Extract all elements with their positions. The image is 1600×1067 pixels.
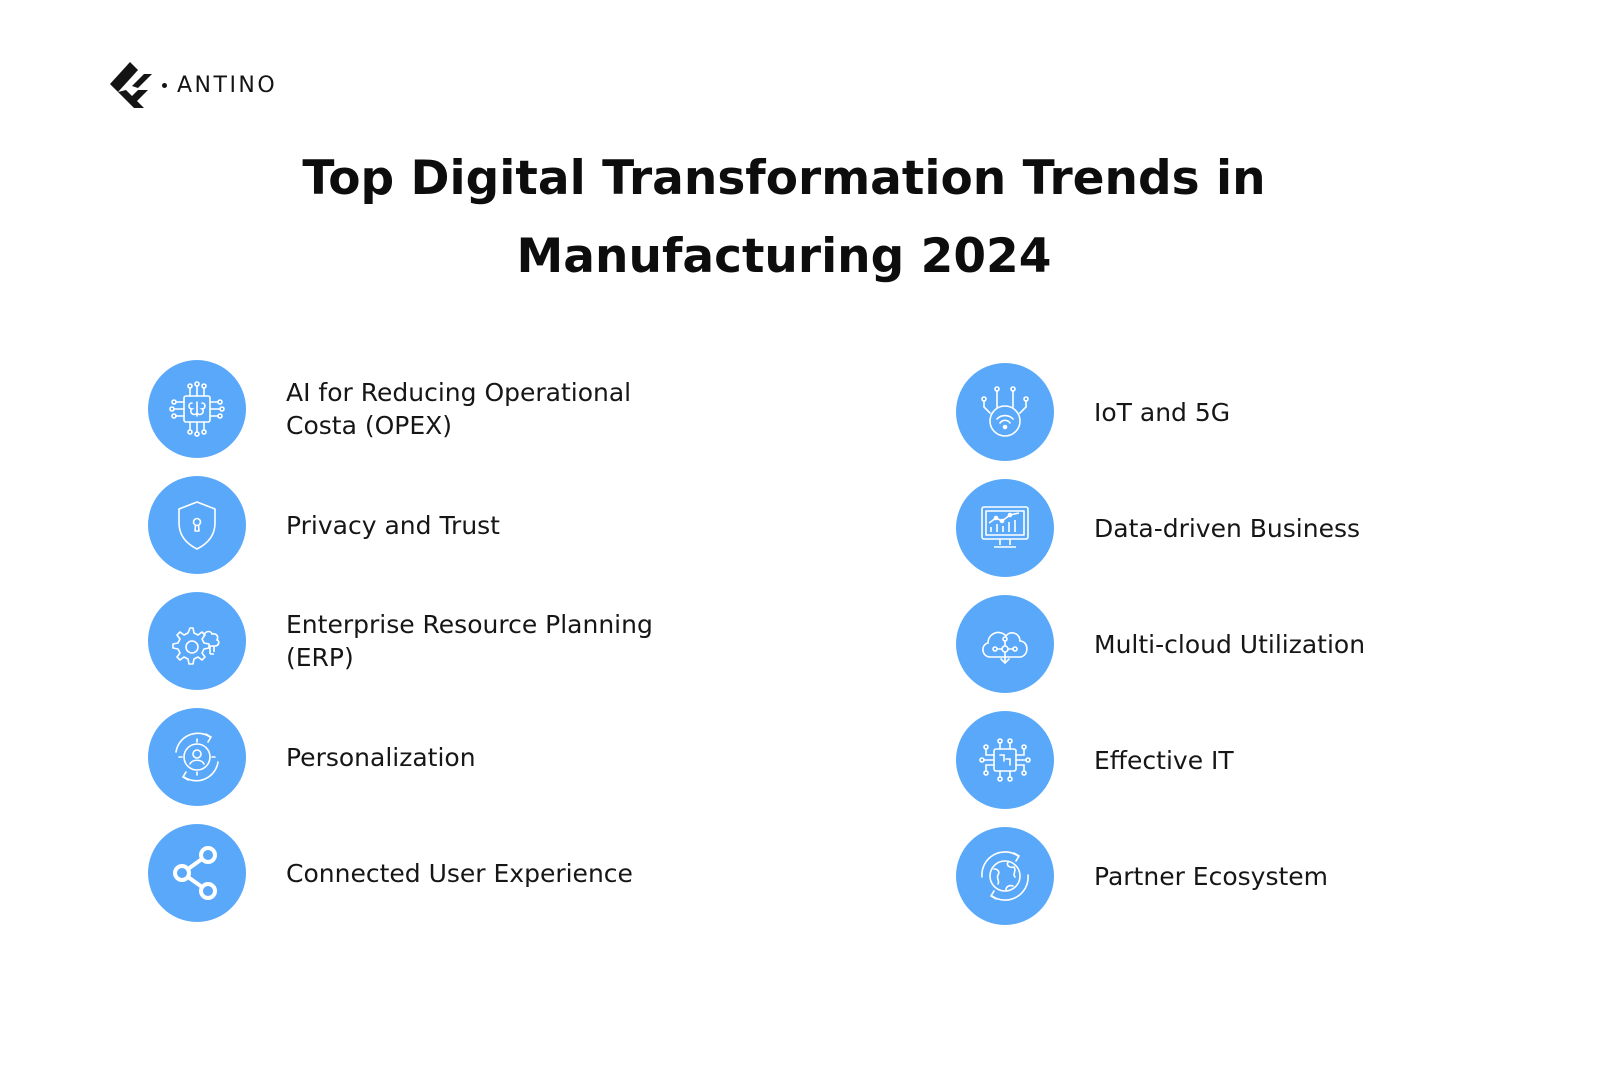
trend-item-data-driven: Data-driven Business	[956, 479, 1514, 577]
trend-label: Connected User Experience	[286, 858, 633, 888]
trend-icon-circle	[148, 592, 246, 690]
trend-item-multi-cloud: Multi-cloud Utilization	[956, 595, 1514, 693]
monitor-chart-icon	[981, 506, 1029, 548]
page-title-line-2: Manufacturing 2024	[516, 229, 1052, 284]
trend-label: Multi-cloud Utilization	[1094, 629, 1366, 659]
globe-cycle-icon	[981, 851, 1029, 901]
trend-icon-circle	[956, 595, 1054, 693]
trend-label: Data-driven Business	[1094, 513, 1361, 543]
trend-icon-circle	[148, 708, 246, 806]
user-gear-cycle-icon	[175, 732, 219, 782]
page-title: Top Digital Transformation Trends in Man…	[0, 140, 1568, 296]
trend-icon-circle	[956, 827, 1054, 925]
trend-item-effective-it: Effective IT	[956, 711, 1514, 809]
trend-icon-circle	[148, 824, 246, 922]
trend-label: Enterprise Resource Planning (ERP)	[286, 610, 653, 672]
antino-logo-icon	[110, 62, 152, 108]
trend-icon-circle	[148, 476, 246, 574]
trend-item-ai-opex: AI for Reducing Operational Costa (OPEX)	[148, 360, 706, 458]
trend-label: Privacy and Trust	[286, 510, 500, 540]
trend-item-connected-ux: Connected User Experience	[148, 824, 706, 922]
trend-label: Partner Ecosystem	[1094, 861, 1329, 891]
chip-circuit-icon	[979, 738, 1031, 782]
trend-label: Personalization	[286, 742, 476, 772]
trend-icon-circle	[956, 363, 1054, 461]
shield-lock-icon	[178, 501, 216, 550]
trend-label: AI for Reducing Operational Costa (OPEX)	[286, 378, 632, 440]
cloud-network-icon	[982, 631, 1028, 665]
trend-label: IoT and 5G	[1094, 397, 1231, 427]
share-network-icon	[173, 846, 217, 900]
trend-item-partner-ecosystem: Partner Ecosystem	[956, 827, 1514, 925]
trend-icon-circle	[956, 479, 1054, 577]
wifi-iot-icon	[981, 386, 1029, 437]
trend-icon-circle	[956, 711, 1054, 809]
trend-item-personalization: Personalization	[148, 708, 706, 806]
trend-label: Effective IT	[1094, 745, 1234, 775]
trend-icon-circle	[148, 360, 246, 458]
brand-logo: ANTINO	[108, 60, 277, 110]
gear-cloud-icon	[172, 627, 220, 665]
trend-item-iot-5g: IoT and 5G	[956, 363, 1514, 461]
brand-name: ANTINO	[177, 72, 278, 98]
trend-item-erp: Enterprise Resource Planning (ERP)	[148, 592, 706, 690]
page-title-line-1: Top Digital Transformation Trends in	[302, 151, 1266, 206]
logo-dot	[162, 82, 167, 88]
trend-item-privacy-trust: Privacy and Trust	[148, 476, 706, 574]
ai-brain-circuit-icon	[169, 381, 225, 437]
